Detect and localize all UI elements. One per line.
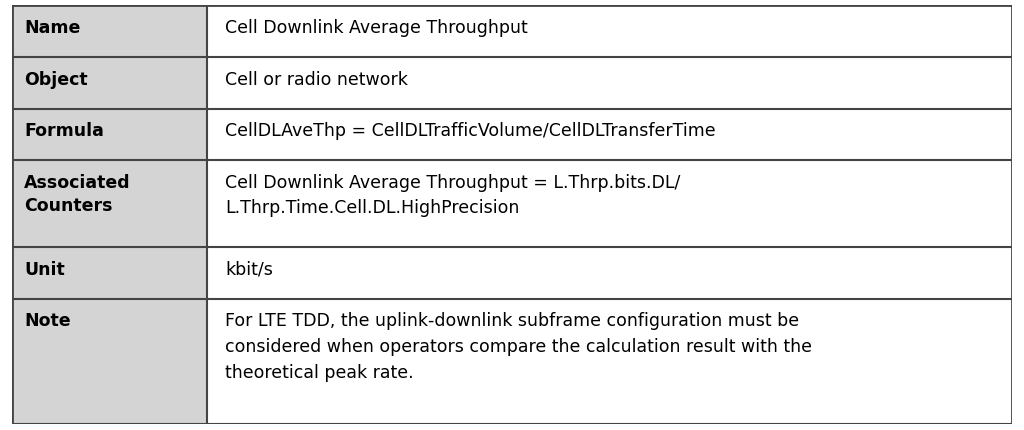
Text: Cell Downlink Average Throughput = L.Thrp.bits.DL/
L.Thrp.Time.Cell.DL.HighPreci: Cell Downlink Average Throughput = L.Thr… (225, 173, 681, 217)
Bar (12, 6, 207, 58)
Bar (12, 161, 207, 248)
Bar (207, 58, 1012, 109)
Text: Name: Name (25, 19, 81, 37)
Bar (207, 299, 1012, 424)
Text: Cell or radio network: Cell or radio network (225, 71, 408, 88)
Bar (207, 161, 1012, 248)
Bar (207, 109, 1012, 161)
Bar (207, 248, 1012, 299)
Text: CellDLAveThp = CellDLTrafficVolume/CellDLTransferTime: CellDLAveThp = CellDLTrafficVolume/CellD… (225, 122, 716, 140)
Text: Formula: Formula (25, 122, 104, 140)
Bar (12, 299, 207, 424)
Bar (12, 248, 207, 299)
Text: For LTE TDD, the uplink-downlink subframe configuration must be
considered when : For LTE TDD, the uplink-downlink subfram… (225, 312, 812, 381)
Text: Associated
Counters: Associated Counters (25, 173, 131, 214)
Text: Unit: Unit (25, 260, 66, 278)
Text: Note: Note (25, 312, 71, 330)
Bar (207, 6, 1012, 58)
Bar (12, 58, 207, 109)
Text: Cell Downlink Average Throughput: Cell Downlink Average Throughput (225, 19, 528, 37)
Bar (12, 109, 207, 161)
Text: Object: Object (25, 71, 88, 88)
Text: kbit/s: kbit/s (225, 260, 273, 278)
